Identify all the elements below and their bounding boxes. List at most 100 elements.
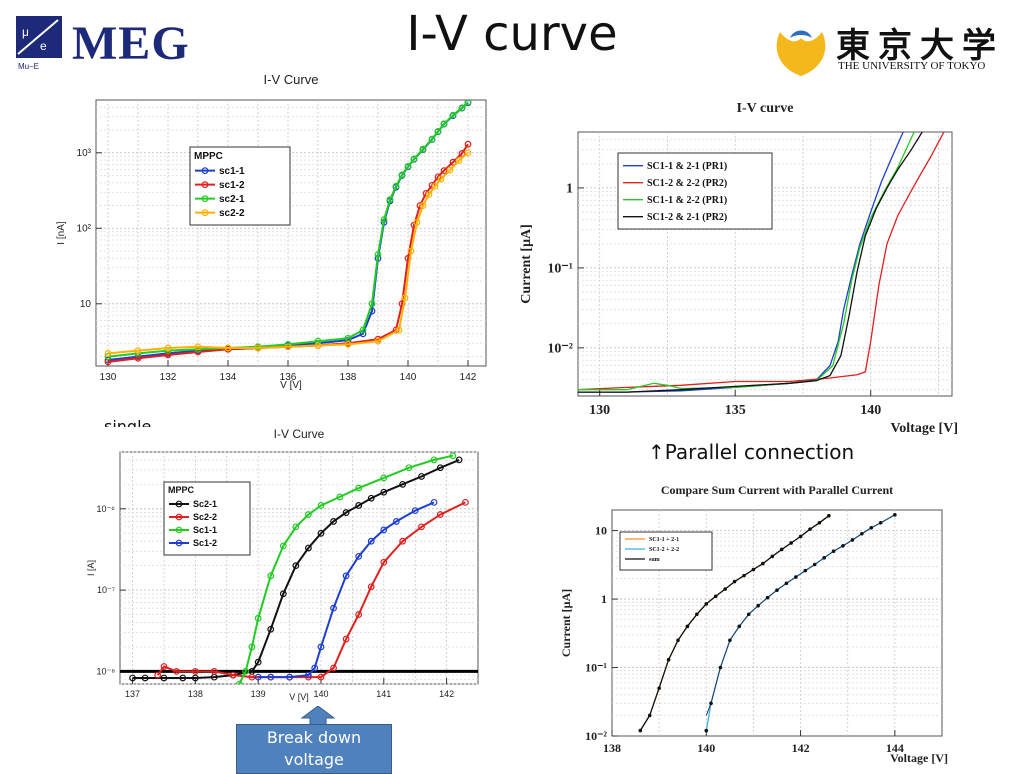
data-point <box>462 498 469 506</box>
data-point <box>104 350 112 357</box>
data-point <box>419 145 427 153</box>
data-point <box>794 575 798 579</box>
data-point <box>428 135 436 143</box>
legend-label: SC1-2 & 2-2 (PR2) <box>647 178 727 189</box>
iv-curve-individual-A-chart: I-V Curve 137 138 139 140 141 142 10⁻⁸ 10⁻⁷ 10⁻⁶ V… <box>86 427 479 702</box>
x-tick-label: 138 <box>340 372 357 383</box>
data-point <box>446 166 454 174</box>
tokyo-logo-english: THE UNIVERSITY OF TOKYO <box>838 60 986 72</box>
data-point <box>638 728 643 733</box>
x-tick-label: 141 <box>376 689 391 699</box>
data-point <box>440 120 448 128</box>
series-line-sc1-1-2-1-pr1 <box>578 132 904 393</box>
data-point <box>850 538 855 542</box>
data-point <box>464 100 472 106</box>
data-point <box>314 337 322 345</box>
data-point <box>464 140 472 148</box>
meg-logo-subtext: Mu–E <box>18 62 39 71</box>
y-tick-label: 10⁻⁸ <box>96 666 115 676</box>
breakdown-voltage-callout: Break down voltage <box>236 724 392 774</box>
data-point <box>292 523 300 531</box>
data-point <box>399 537 407 545</box>
x-tick-label: 136 <box>280 372 297 383</box>
data-point <box>336 493 344 501</box>
data-point <box>430 498 438 506</box>
data-point <box>367 494 375 502</box>
plot-frame <box>95 99 487 367</box>
data-point <box>344 340 352 348</box>
x-tick-label: 130 <box>100 372 117 383</box>
data-point <box>728 638 732 643</box>
sum-vs-parallel-chart: Compare Sum Current with Parallel Curren… <box>559 483 948 765</box>
data-point <box>355 552 363 560</box>
data-point <box>742 573 746 578</box>
data-point <box>436 464 444 472</box>
x-tick-label: 132 <box>160 372 177 383</box>
y-axis-label: I [A] <box>86 560 96 576</box>
data-point <box>210 668 218 675</box>
data-point <box>430 456 438 464</box>
data-point <box>191 674 199 682</box>
data-point <box>305 671 312 679</box>
data-point <box>173 668 180 675</box>
series-sc2-1 <box>129 456 463 682</box>
chart-title: I-V Curve <box>264 72 319 87</box>
data-point <box>374 337 382 345</box>
data-point <box>134 347 142 354</box>
data-point <box>784 581 789 586</box>
data-point <box>789 541 793 545</box>
data-point <box>392 518 400 525</box>
iv-curve-parallel-chart: I-V curve 130 135 140 10⁻² 10⁻¹ 1 Voltage [V] Cu… <box>519 101 958 436</box>
data-point <box>676 638 680 643</box>
data-point <box>761 561 765 566</box>
legend-label: SC1-1 & 2-1 (PR1) <box>647 161 727 172</box>
legend-box <box>617 152 773 230</box>
data-point <box>437 175 445 183</box>
legend-box <box>619 531 713 571</box>
x-tick-label: 137 <box>125 689 140 699</box>
data-point <box>342 572 350 580</box>
legend-marker <box>175 539 183 547</box>
data-point <box>367 537 375 545</box>
slide-title: I-V curve <box>406 6 618 62</box>
series-line-sc2-1 <box>132 458 460 679</box>
data-point <box>718 665 723 670</box>
data-point <box>398 171 406 179</box>
legend-label: Sc2-2 <box>193 512 217 522</box>
y-tick-label: 10⁻⁷ <box>97 585 115 595</box>
data-point <box>254 673 262 681</box>
legend-label: SC1-2 & 2-1 (PR2) <box>647 212 727 223</box>
data-point <box>224 344 232 352</box>
x-tick-label: 138 <box>603 741 621 755</box>
series-sc1-2-2-2-pr2 <box>578 132 945 391</box>
meg-emblem-icon: μ e <box>16 16 62 58</box>
data-point <box>386 196 394 203</box>
data-point <box>164 344 172 352</box>
y-axis-label: Current [μA] <box>519 224 534 304</box>
data-point <box>893 513 897 517</box>
y-tick-label: 10⁻¹ <box>547 262 573 277</box>
data-point <box>229 671 237 679</box>
x-tick-label: 142 <box>460 372 477 383</box>
data-point <box>160 663 168 670</box>
y-tick-label: 10⁻² <box>547 342 573 357</box>
data-point <box>695 612 699 617</box>
data-point <box>330 664 337 672</box>
data-point <box>770 554 775 559</box>
data-point <box>713 594 718 599</box>
y-tick-label: 10 <box>80 299 92 310</box>
single-caption: single <box>104 417 152 427</box>
y-tick-label: 10⁻⁶ <box>97 504 116 514</box>
data-point <box>141 674 149 682</box>
data-point <box>841 543 845 548</box>
data-point <box>822 556 826 560</box>
chart-title: I-V curve <box>737 101 794 116</box>
series-sc1-2-2-1-pr2 <box>578 132 923 393</box>
legend-marker <box>201 181 209 189</box>
legend-label: SC1-2 + 2-2 <box>649 547 679 553</box>
data-point <box>129 674 136 682</box>
x-tick-label: 134 <box>220 372 237 383</box>
y-tick-label: 10³ <box>77 148 92 159</box>
series-line-sc1-2 <box>107 143 469 363</box>
data-point <box>305 544 312 552</box>
